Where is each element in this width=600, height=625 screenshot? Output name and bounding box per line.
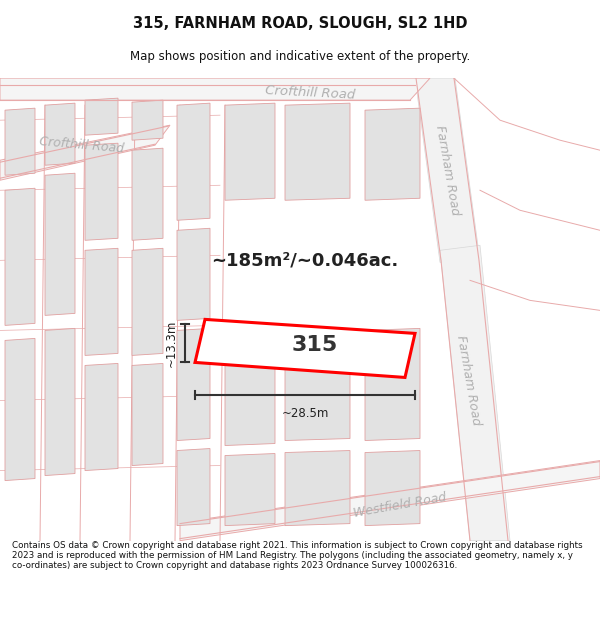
Text: Crofthill Road: Crofthill Road [265, 84, 355, 102]
Polygon shape [365, 451, 420, 526]
Polygon shape [225, 103, 275, 200]
Polygon shape [132, 100, 163, 140]
Polygon shape [285, 451, 350, 526]
Polygon shape [177, 103, 210, 220]
Polygon shape [225, 333, 275, 446]
Text: ~28.5m: ~28.5m [281, 407, 329, 420]
Polygon shape [5, 108, 35, 175]
Polygon shape [285, 103, 350, 200]
Polygon shape [5, 338, 35, 481]
Text: 315: 315 [292, 335, 338, 355]
Polygon shape [45, 173, 75, 316]
Text: ~13.3m: ~13.3m [164, 320, 178, 367]
Polygon shape [85, 248, 118, 356]
Polygon shape [5, 188, 35, 326]
Polygon shape [132, 363, 163, 466]
Polygon shape [45, 103, 75, 165]
Polygon shape [180, 461, 600, 541]
Polygon shape [85, 143, 118, 240]
Text: Contains OS data © Crown copyright and database right 2021. This information is : Contains OS data © Crown copyright and d… [12, 541, 583, 571]
Polygon shape [0, 78, 430, 100]
Polygon shape [285, 338, 350, 441]
Polygon shape [225, 454, 275, 526]
Text: Westfield Road: Westfield Road [352, 491, 448, 520]
Polygon shape [365, 328, 420, 441]
Polygon shape [177, 228, 210, 321]
Polygon shape [177, 328, 210, 441]
Text: Farnham Road: Farnham Road [454, 334, 482, 426]
Text: Crofthill Road: Crofthill Road [39, 135, 125, 156]
Polygon shape [415, 78, 480, 262]
Text: ~185m²/~0.046ac.: ~185m²/~0.046ac. [211, 251, 398, 269]
Polygon shape [85, 98, 118, 135]
Polygon shape [45, 328, 75, 476]
Polygon shape [177, 449, 210, 526]
Polygon shape [0, 125, 170, 180]
Polygon shape [132, 148, 163, 240]
Polygon shape [365, 108, 420, 200]
Text: 315, FARNHAM ROAD, SLOUGH, SL2 1HD: 315, FARNHAM ROAD, SLOUGH, SL2 1HD [133, 16, 467, 31]
Polygon shape [132, 248, 163, 356]
Polygon shape [85, 363, 118, 471]
Polygon shape [440, 245, 510, 541]
Polygon shape [195, 319, 415, 378]
Text: Map shows position and indicative extent of the property.: Map shows position and indicative extent… [130, 50, 470, 62]
Text: Farnham Road: Farnham Road [433, 124, 461, 216]
